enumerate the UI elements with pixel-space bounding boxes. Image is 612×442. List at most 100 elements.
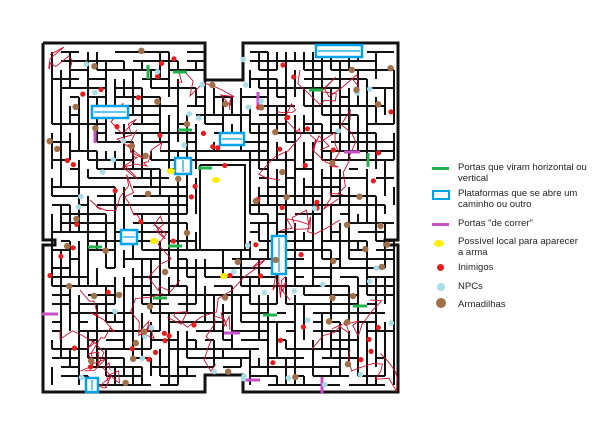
enemy-marker xyxy=(112,188,118,194)
red-route-line xyxy=(309,131,340,168)
maze-map xyxy=(41,41,400,394)
enemy-marker xyxy=(71,345,78,351)
enemy-marker xyxy=(298,252,304,258)
yellow-dot-icon xyxy=(434,240,444,247)
brown-dot-icon xyxy=(436,298,446,308)
trap-marker xyxy=(46,138,53,145)
enemy-marker xyxy=(152,349,159,355)
weapon-spot-marker xyxy=(167,168,175,174)
trap-marker xyxy=(91,62,98,70)
red-route-line xyxy=(272,262,291,301)
npc-marker xyxy=(285,375,292,381)
npc-marker xyxy=(245,104,252,110)
npc-marker xyxy=(78,374,85,381)
npc-marker xyxy=(196,115,202,121)
trap-marker xyxy=(344,360,352,368)
npc-marker xyxy=(99,169,106,175)
weapon-spot-marker xyxy=(212,177,220,183)
enemy-marker xyxy=(170,238,176,244)
enemy-marker xyxy=(114,124,120,130)
npc-marker xyxy=(139,355,146,362)
red-route-line xyxy=(48,46,73,71)
trap-marker xyxy=(375,101,382,108)
legend-label-blue-platforms: Plataformas que se abre um caminho ou ou… xyxy=(458,188,578,210)
enemy-marker xyxy=(146,356,152,362)
enemy-marker xyxy=(270,360,276,366)
trap-marker xyxy=(272,128,279,136)
npc-marker xyxy=(92,89,98,96)
trap-marker xyxy=(383,241,391,248)
enemy-marker xyxy=(375,325,381,331)
trap-marker xyxy=(292,373,299,381)
enemy-marker xyxy=(370,178,376,184)
trap-marker xyxy=(88,357,95,365)
enemy-marker xyxy=(304,126,311,132)
maze-center-wall xyxy=(199,164,246,251)
trap-marker xyxy=(142,152,149,159)
npc-marker xyxy=(148,325,155,331)
npc-marker xyxy=(244,242,251,249)
npc-marker xyxy=(240,375,247,382)
red-dot-icon xyxy=(437,264,444,271)
enemy-marker xyxy=(376,150,382,156)
enemy-marker xyxy=(159,60,165,66)
markers-layer xyxy=(46,47,395,388)
npc-marker xyxy=(261,289,268,296)
npc-marker xyxy=(258,98,264,104)
trap-marker xyxy=(54,145,61,153)
trap-marker xyxy=(356,193,363,200)
trap-marker xyxy=(344,319,351,326)
red-route-line xyxy=(79,289,115,372)
trap-marker xyxy=(258,104,265,111)
enemy-marker xyxy=(138,219,144,225)
enemy-marker xyxy=(166,333,172,339)
npc-marker xyxy=(78,193,84,200)
trap-marker xyxy=(73,215,80,223)
trap-marker xyxy=(183,120,191,128)
npc-marker xyxy=(304,317,311,324)
npc-marker xyxy=(335,128,342,134)
trap-marker xyxy=(222,100,229,108)
red-route-line xyxy=(348,349,398,393)
blue-platform-rect-icon xyxy=(432,190,450,200)
legend-label-traps: Armadilhas xyxy=(458,299,506,310)
trap-marker xyxy=(115,291,123,299)
enemy-marker xyxy=(330,147,336,153)
trap-marker xyxy=(209,81,216,89)
trap-marker xyxy=(146,303,154,310)
enemy-marker xyxy=(135,95,141,101)
npc-marker xyxy=(320,281,326,288)
trap-marker xyxy=(387,65,394,72)
cyan-dot-icon xyxy=(437,283,445,291)
trap-marker xyxy=(183,229,191,237)
npc-marker xyxy=(154,69,161,75)
enemy-marker xyxy=(291,74,297,80)
enemy-marker xyxy=(302,162,308,168)
trap-marker xyxy=(343,221,351,228)
npc-marker xyxy=(240,56,247,63)
enemy-marker xyxy=(87,364,94,370)
enemy-marker xyxy=(161,330,167,336)
enemy-marker xyxy=(277,337,284,343)
enemy-marker xyxy=(70,162,76,168)
trap-marker xyxy=(132,339,139,347)
legend-label-green-doors: Portas que viram horizontal ou vertical xyxy=(458,162,587,184)
npc-marker xyxy=(311,205,318,212)
enemy-marker xyxy=(192,183,198,189)
trap-marker xyxy=(377,222,384,230)
red-route-line xyxy=(297,69,360,106)
enemy-marker xyxy=(80,91,86,97)
purple-door-line-icon xyxy=(432,223,449,226)
trap-marker xyxy=(283,193,290,201)
enemy-marker xyxy=(200,130,207,136)
enemy-marker xyxy=(171,56,177,62)
npc-marker xyxy=(243,82,249,88)
npc-marker xyxy=(230,268,237,275)
enemy-marker xyxy=(253,242,259,248)
npc-marker xyxy=(181,142,187,148)
weapon-spot-marker xyxy=(150,238,158,244)
npc-marker xyxy=(388,320,395,326)
maze-svg xyxy=(41,41,400,394)
enemy-marker xyxy=(210,144,216,150)
enemy-marker xyxy=(215,145,221,151)
